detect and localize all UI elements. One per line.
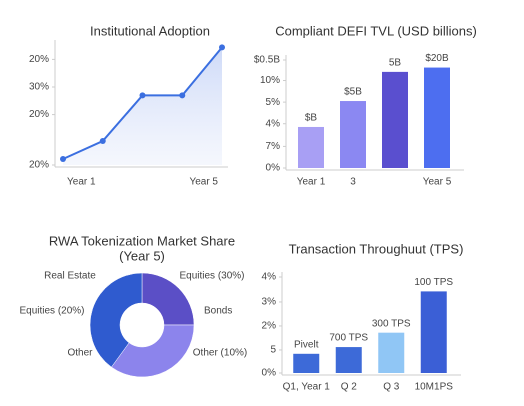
x-tick-label: Year 5: [189, 177, 218, 188]
slice-label: Other (10%): [193, 348, 247, 359]
slice-label: Equities (30%): [179, 271, 244, 282]
point: [99, 138, 106, 144]
bar-label: 100 TPS: [414, 277, 453, 288]
x-tick-label: Year 1: [297, 177, 326, 188]
bar: [298, 126, 324, 168]
slice-label: Real Estate: [44, 271, 96, 282]
bar-label: 5B: [389, 58, 402, 69]
point: [179, 92, 186, 99]
point: [60, 156, 66, 162]
bar: [340, 101, 366, 168]
bar-label: Pivelt: [294, 339, 319, 350]
x-tick-label: Q1, Year 1: [283, 382, 331, 393]
donut-slice: [111, 324, 195, 378]
bar-label: 300 TPS: [372, 318, 411, 329]
donut-slice: [141, 272, 195, 326]
y-tick-label: 20%: [29, 109, 49, 120]
y-tick-label: 2%: [262, 321, 277, 332]
point: [219, 44, 225, 51]
x-tick-label: Year 5: [423, 177, 452, 188]
y-tick-label: 30%: [29, 82, 49, 93]
y-tick-label: 0%: [262, 368, 277, 379]
slice-label: Equities (20%): [19, 306, 84, 317]
y-tick-label: 5: [270, 345, 276, 356]
bar-label: $5B: [344, 87, 362, 98]
bar-label: $20B: [425, 53, 449, 64]
y-tick-label: 0%: [266, 163, 281, 174]
bar: [382, 71, 408, 168]
bar: [293, 353, 320, 373]
slice-label: Bonds: [204, 306, 232, 317]
y-tick-label: 20%: [29, 54, 49, 65]
point: [139, 92, 146, 99]
y-tick-label: 4%: [266, 118, 281, 129]
chart-title: (Year 5): [119, 248, 165, 263]
x-tick-label: 3: [350, 177, 356, 188]
donut-slice: [89, 272, 143, 368]
bar: [424, 67, 450, 168]
chart-title: Compliant DEFI TVL (USD billions): [275, 23, 477, 38]
line-area: [63, 47, 222, 165]
y-tick-label: 10%: [260, 75, 280, 86]
chart-title: Transaction Throughuut (TPS): [289, 241, 464, 256]
bar: [420, 291, 447, 373]
chart-title: Institutional Adoption: [90, 23, 210, 38]
x-tick-label: 10M1PS: [415, 382, 454, 393]
y-tick-label: 3%: [262, 297, 277, 308]
bar-label: 700 TPS: [329, 333, 368, 344]
slice-label: Other: [67, 348, 93, 359]
y-tick-label: 4%: [262, 272, 277, 283]
bar: [378, 332, 405, 373]
y-tick-label: 5%: [266, 97, 281, 108]
x-tick-label: Q 2: [341, 382, 358, 393]
y-tick-label: 20%: [29, 160, 49, 171]
chart-title: RWA Tokenization Market Share: [49, 233, 235, 248]
y-tick-label: 7%: [266, 141, 281, 152]
x-tick-label: Q 3: [383, 382, 400, 393]
y-tick-label: $0.5B: [254, 55, 280, 66]
x-tick-label: Year 1: [67, 177, 96, 188]
bar: [335, 347, 362, 373]
bar-label: $B: [305, 113, 318, 124]
